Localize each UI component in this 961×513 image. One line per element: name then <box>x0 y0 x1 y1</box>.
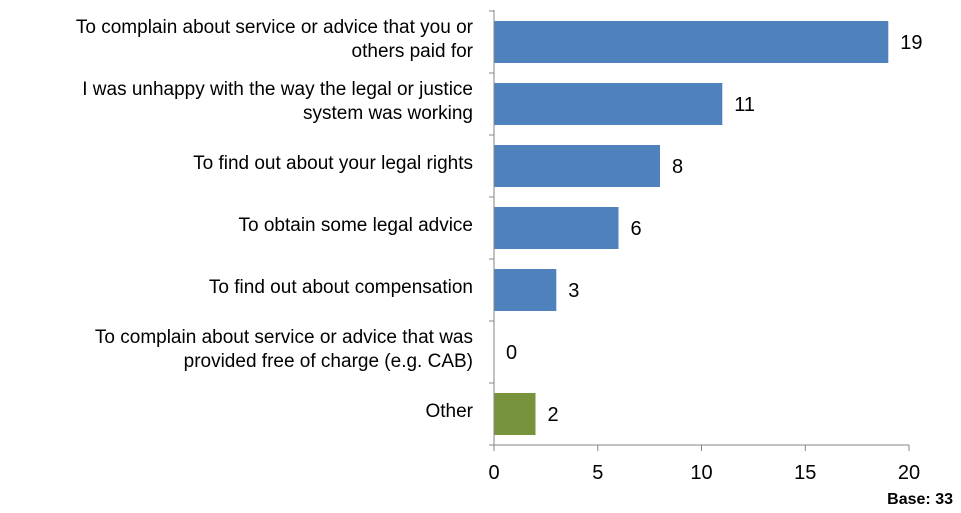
category-label-line: To obtain some legal advice <box>238 215 473 236</box>
x-tick-label: 5 <box>592 462 603 484</box>
category-label-line: To complain about service or advice that… <box>75 17 473 38</box>
bar-value-label: 8 <box>672 156 683 178</box>
bar-value-label: 6 <box>631 218 642 240</box>
x-tick-label: 20 <box>898 462 920 484</box>
category-label: To find out about compensation <box>0 276 473 300</box>
bar-value-label: 0 <box>506 342 517 364</box>
bar <box>494 207 619 249</box>
category-label: Other <box>0 400 473 424</box>
category-label-line: provided free of charge (e.g. CAB) <box>183 351 473 372</box>
bar <box>494 21 889 63</box>
bar-value-label: 19 <box>900 32 922 54</box>
category-label: I was unhappy with the way the legal or … <box>0 78 473 126</box>
category-label: To find out about your legal rights <box>0 152 473 176</box>
category-label-line: To find out about your legal rights <box>193 153 473 174</box>
bar <box>494 83 723 125</box>
base-note: Base: 33 <box>887 491 953 508</box>
x-tick-label: 10 <box>690 462 712 484</box>
bar <box>494 145 660 187</box>
category-label-line: I was unhappy with the way the legal or … <box>82 79 473 100</box>
bar <box>494 393 536 435</box>
category-label-line: system was working <box>303 103 473 124</box>
bar-value-label: 11 <box>734 94 755 116</box>
bar-value-label: 3 <box>568 280 579 302</box>
bar-value-label: 2 <box>548 404 559 426</box>
category-label: To obtain some legal advice <box>0 214 473 238</box>
category-label-line: others paid for <box>351 41 473 62</box>
category-label-line: Other <box>425 401 473 422</box>
x-tick-label: 15 <box>794 462 816 484</box>
category-label-line: To complain about service or advice that… <box>94 327 473 348</box>
category-label: To complain about service or advice that… <box>0 326 473 374</box>
category-label-line: To find out about compensation <box>208 277 473 298</box>
bar <box>494 269 557 311</box>
x-tick-label: 0 <box>488 462 499 484</box>
category-label: To complain about service or advice that… <box>0 16 473 64</box>
